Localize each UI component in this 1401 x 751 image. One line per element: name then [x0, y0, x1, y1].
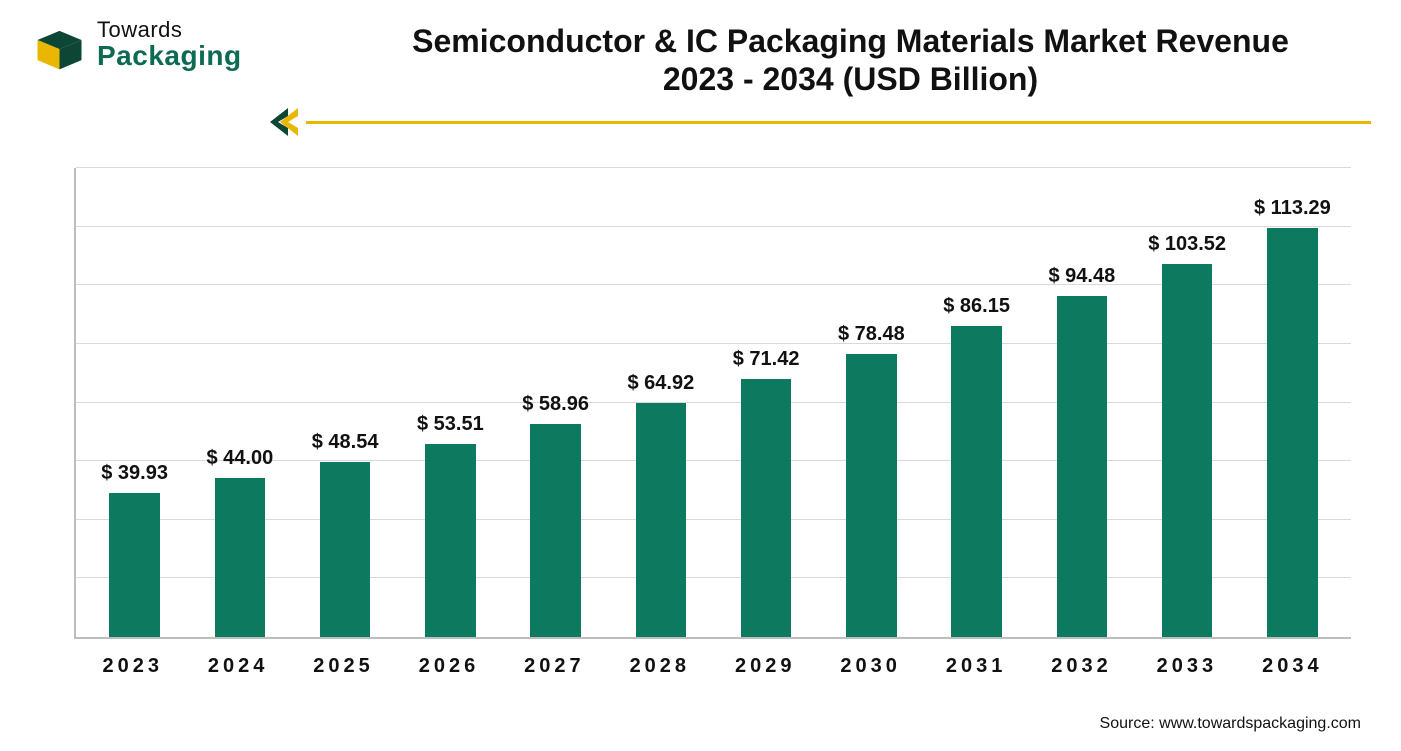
- x-tick-label: 2033: [1134, 645, 1239, 685]
- brand-logo: Towards Packaging: [32, 18, 242, 73]
- bar: [109, 493, 160, 637]
- x-tick-label: 2030: [818, 645, 923, 685]
- title-underline-rule: [306, 121, 1371, 124]
- bar-slot: $ 94.48: [1029, 168, 1134, 637]
- bar: [1057, 296, 1108, 637]
- chart-title-line1: Semiconductor & IC Packaging Materials M…: [412, 23, 1289, 59]
- bar-value-label: $ 103.52: [1148, 233, 1226, 256]
- bar-value-label: $ 86.15: [943, 295, 1010, 318]
- bar: [425, 444, 476, 637]
- bar-slot: $ 86.15: [924, 168, 1029, 637]
- x-tick-label: 2034: [1240, 645, 1345, 685]
- bar-value-label: $ 71.42: [733, 348, 800, 371]
- x-tick-label: 2023: [80, 645, 185, 685]
- bar-slot: $ 113.29: [1240, 168, 1345, 637]
- bar-slot: $ 48.54: [293, 168, 398, 637]
- chart-title: Semiconductor & IC Packaging Materials M…: [360, 22, 1341, 99]
- bar: [636, 403, 687, 637]
- source-text: Source: www.towardspackaging.com: [1100, 715, 1361, 733]
- brand-logo-mark: [32, 18, 87, 73]
- bar-slot: $ 39.93: [82, 168, 187, 637]
- bar: [1267, 228, 1318, 637]
- bar: [951, 326, 1002, 637]
- bar-value-label: $ 113.29: [1254, 197, 1331, 220]
- bar-slot: $ 53.51: [398, 168, 503, 637]
- bar: [215, 478, 266, 637]
- brand-logo-line2: Packaging: [97, 41, 242, 70]
- bar-value-label: $ 39.93: [101, 462, 168, 485]
- bar-slot: $ 103.52: [1135, 168, 1240, 637]
- bar-slot: $ 64.92: [608, 168, 713, 637]
- x-tick-label: 2024: [185, 645, 290, 685]
- bar-slot: $ 71.42: [714, 168, 819, 637]
- chevron-icon: [268, 102, 308, 142]
- bar-slot: $ 44.00: [187, 168, 292, 637]
- bar-value-label: $ 44.00: [207, 447, 274, 470]
- x-tick-label: 2025: [291, 645, 396, 685]
- plot-area: $ 39.93 $ 44.00 $ 48.54 $ 53.51 $ 58.96 $ 64.…: [74, 168, 1351, 639]
- x-tick-label: 2026: [396, 645, 501, 685]
- bar-value-label: $ 94.48: [1049, 265, 1116, 288]
- x-tick-label: 2031: [923, 645, 1028, 685]
- bar-value-label: $ 53.51: [417, 413, 484, 436]
- x-tick-label: 2029: [713, 645, 818, 685]
- bar-chart: $ 39.93 $ 44.00 $ 48.54 $ 53.51 $ 58.96 $ 64.…: [60, 168, 1355, 685]
- title-underline: [268, 108, 1371, 136]
- bar-slot: $ 78.48: [819, 168, 924, 637]
- x-axis: 2023202420252026202720282029203020312032…: [74, 645, 1351, 685]
- bar: [846, 354, 897, 637]
- brand-logo-line1: Towards: [97, 18, 242, 41]
- x-tick-label: 2028: [607, 645, 712, 685]
- brand-logo-text: Towards Packaging: [97, 18, 242, 70]
- bar-value-label: $ 78.48: [838, 323, 905, 346]
- x-tick-label: 2032: [1029, 645, 1134, 685]
- bar: [320, 462, 371, 637]
- bar-value-label: $ 48.54: [312, 431, 379, 454]
- chart-title-line2: 2023 - 2034 (USD Billion): [663, 61, 1038, 97]
- bar: [741, 379, 792, 637]
- x-tick-label: 2027: [502, 645, 607, 685]
- bar: [1162, 264, 1213, 637]
- bar-value-label: $ 64.92: [628, 372, 695, 395]
- bars-container: $ 39.93 $ 44.00 $ 48.54 $ 53.51 $ 58.96 $ 64.…: [76, 168, 1351, 637]
- bar-value-label: $ 58.96: [522, 393, 589, 416]
- bar: [530, 424, 581, 637]
- bar-slot: $ 58.96: [503, 168, 608, 637]
